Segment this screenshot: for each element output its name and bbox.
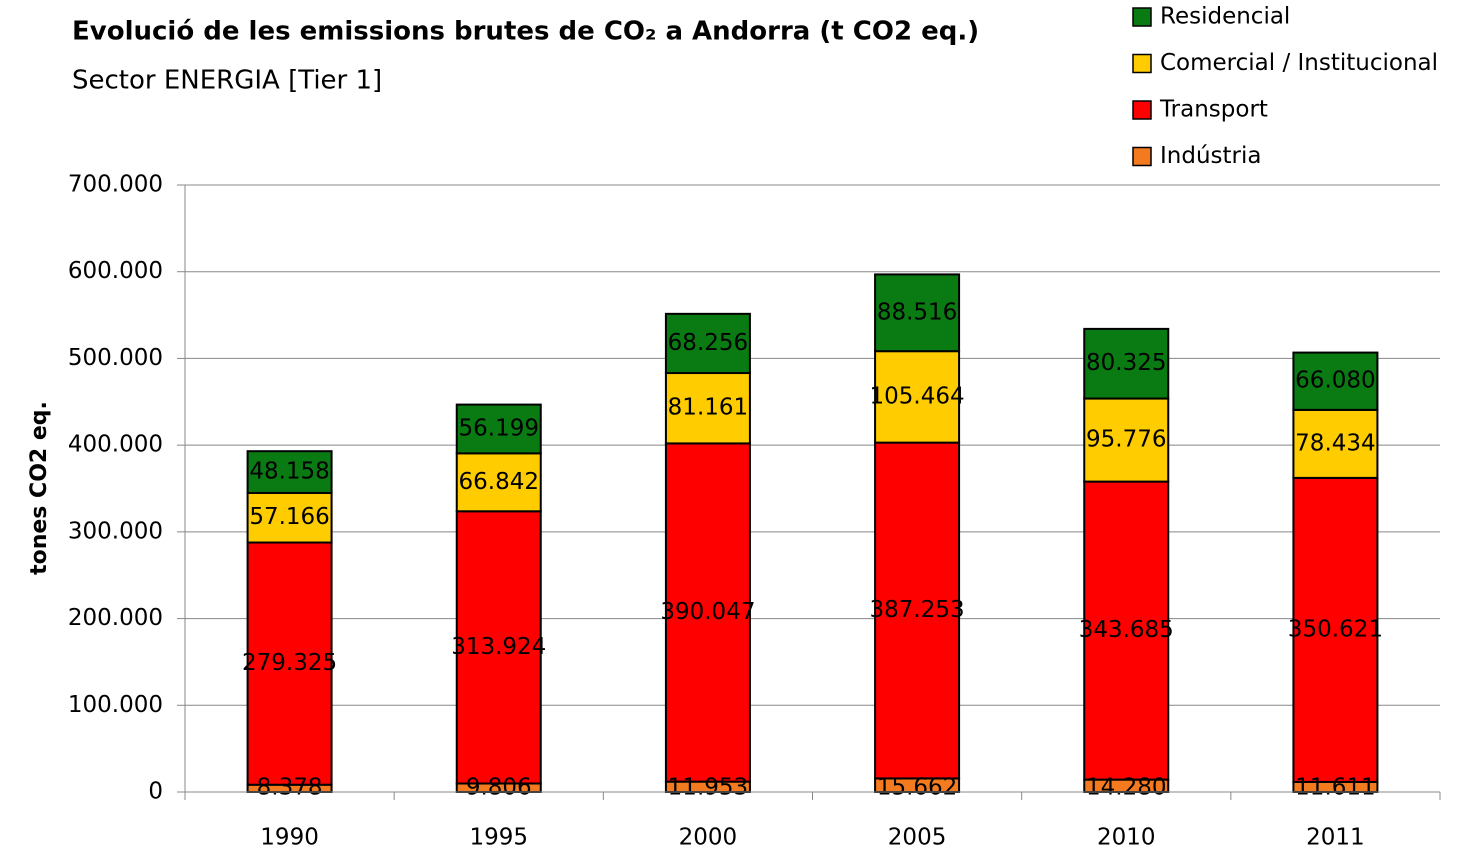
y-tick-label: 200.000 — [68, 605, 163, 631]
y-tick-label: 600.000 — [68, 258, 163, 284]
data-label: 313.924 — [451, 634, 546, 660]
data-label: 95.776 — [1086, 427, 1166, 453]
bar-segment — [455, 510, 542, 785]
data-label: 68.256 — [668, 330, 748, 356]
legend-swatch — [1132, 146, 1152, 167]
data-label: 80.325 — [1086, 350, 1166, 376]
data-label: 279.325 — [242, 650, 337, 676]
data-label: 81.161 — [668, 395, 748, 421]
data-label: 48.158 — [249, 459, 329, 485]
x-tick-label: 2011 — [1306, 825, 1365, 851]
x-tick-label: 2010 — [1097, 825, 1156, 851]
data-label: 57.166 — [249, 504, 329, 530]
chart-subtitle: Sector ENERGIA [Tier 1] — [72, 66, 382, 96]
x-tick-label: 1990 — [260, 825, 319, 851]
data-label: 11.611 — [1295, 775, 1375, 801]
legend-label: Transport — [1159, 97, 1268, 123]
bar-segment — [1292, 408, 1379, 479]
data-label: 56.199 — [459, 415, 539, 441]
bar-segment — [1083, 480, 1170, 781]
bar-segment — [664, 442, 751, 783]
data-label: 350.621 — [1288, 616, 1383, 642]
data-label: 9.806 — [466, 775, 532, 801]
y-tick-label: 100.000 — [68, 692, 163, 718]
x-tick-label: 1995 — [469, 825, 528, 851]
data-label: 390.047 — [660, 599, 755, 625]
data-label: 8.378 — [257, 775, 323, 801]
bar-segment — [874, 273, 961, 353]
legend-label: Comercial / Institucional — [1160, 50, 1438, 76]
legend-swatch — [1132, 53, 1152, 74]
bar-segment — [246, 541, 333, 786]
chart-title: Evolució de les emissions brutes de CO₂ … — [72, 17, 979, 47]
data-label: 88.516 — [877, 299, 957, 325]
bar-segment — [1083, 397, 1170, 483]
y-axis-label: tones CO2 eq. — [27, 401, 52, 575]
bar-segment — [246, 450, 333, 494]
bar-segment — [1292, 476, 1379, 783]
bar-segment — [1292, 351, 1379, 411]
data-label: 15.662 — [877, 775, 957, 801]
y-tick-label: 400.000 — [68, 432, 163, 458]
bar-segment — [874, 441, 961, 780]
legend-label: Residencial — [1160, 4, 1290, 30]
data-label: 66.080 — [1295, 368, 1375, 394]
y-tick-label: 0 — [148, 779, 163, 805]
bar-segment — [455, 452, 542, 513]
data-label: 66.842 — [459, 469, 539, 495]
bar-segment — [1083, 327, 1170, 400]
x-tick-label: 2000 — [679, 825, 738, 851]
data-label: 14.280 — [1086, 775, 1166, 801]
legend-swatch — [1132, 100, 1152, 120]
data-label: 387.253 — [870, 597, 965, 623]
bar-segment — [455, 403, 542, 455]
y-tick-label: 500.000 — [68, 345, 163, 371]
legend-swatch — [1132, 7, 1152, 27]
data-label: 78.434 — [1295, 430, 1375, 456]
x-tick-label: 2005 — [888, 825, 947, 851]
data-label: 105.464 — [870, 383, 965, 409]
legend-label: Indústria — [1160, 143, 1261, 169]
bar-segment — [246, 491, 333, 544]
y-tick-label: 700.000 — [68, 172, 163, 198]
y-tick-label: 300.000 — [68, 518, 163, 544]
data-label: 11.953 — [668, 775, 748, 801]
bar-segment — [664, 312, 751, 375]
data-label: 343.685 — [1079, 617, 1174, 643]
